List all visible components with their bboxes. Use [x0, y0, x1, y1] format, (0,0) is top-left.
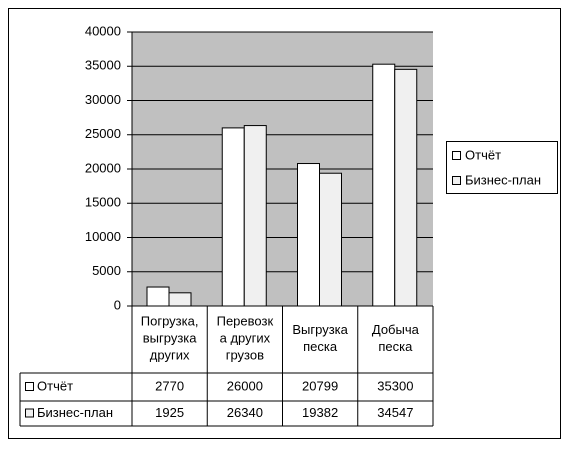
table-legend-key: [25, 382, 34, 391]
category-line: Добыча: [372, 322, 420, 337]
table-value: 1925: [155, 405, 184, 420]
y-tick-label: 25000: [85, 126, 121, 141]
legend-key: [452, 151, 461, 160]
table-value: 19382: [302, 405, 338, 420]
y-tick-label: 10000: [85, 229, 121, 244]
bar: [297, 163, 320, 307]
category-label: Добыча песка: [372, 322, 420, 354]
legend-key: [452, 176, 461, 185]
table-value: 26340: [227, 405, 263, 420]
category-line: Погрузка,: [141, 314, 199, 329]
table-series-name: Отчёт: [37, 378, 73, 393]
category-label: Перевозк а других грузов: [217, 314, 274, 363]
category-line: песка: [303, 339, 338, 354]
bar: [243, 125, 267, 307]
bar: [394, 68, 418, 307]
legend-label: Бизнес-план: [465, 172, 541, 187]
table-value: 35300: [377, 378, 413, 393]
legend-box: [446, 141, 558, 194]
bar: [319, 172, 342, 307]
y-tick-label: 20000: [85, 160, 121, 175]
legend-label: Отчёт: [465, 147, 501, 162]
bar: [146, 286, 170, 307]
category-label: Погрузка, выгрузка других: [141, 314, 199, 363]
bar: [221, 127, 245, 307]
category-line: грузов: [226, 348, 264, 363]
table-value: 20799: [302, 378, 338, 393]
category-line: песка: [378, 339, 413, 354]
y-tick-label: 5000: [92, 263, 121, 278]
table-series-name: Бизнес-план: [37, 405, 113, 420]
y-tick-label: 30000: [85, 92, 121, 107]
y-tick-label: 15000: [85, 195, 121, 210]
bar: [372, 63, 396, 307]
table-legend-key: [25, 408, 34, 418]
category-label: Выгрузка песка: [292, 322, 348, 354]
y-tick-label: 40000: [85, 23, 121, 38]
y-tick-label: 35000: [85, 58, 121, 73]
table-value: 2770: [155, 378, 184, 393]
table-value: 34547: [377, 405, 413, 420]
category-line: других: [150, 348, 190, 363]
category-line: Выгрузка: [292, 322, 348, 337]
table-value: 26000: [227, 378, 263, 393]
category-line: а других: [220, 331, 271, 346]
bar: [168, 292, 192, 307]
category-line: выгрузка: [143, 331, 198, 346]
category-line: Перевозк: [217, 314, 274, 329]
y-tick-label: 0: [114, 297, 121, 312]
